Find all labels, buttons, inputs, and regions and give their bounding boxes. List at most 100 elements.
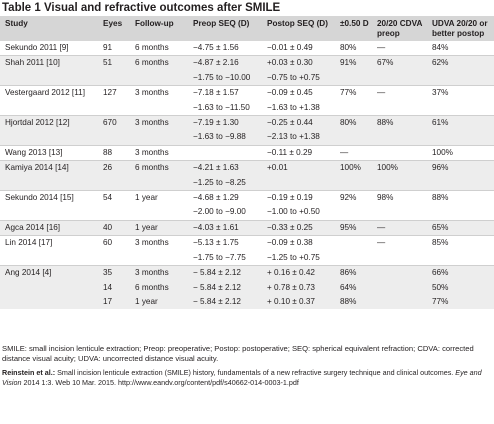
citation: Reinstein et al.: Small incision lenticu…: [2, 368, 492, 387]
table-cell: −4.87 ± 2.16: [193, 58, 239, 68]
table-row: −2.00 to −9.00 −1.00 to +0.50: [0, 205, 494, 221]
table-row: −1.63 to −11.50 −1.63 to +1.38: [0, 100, 494, 117]
table-row: −1.63 to −9.88 −2.13 to +1.38: [0, 130, 494, 146]
table-cell: −0.01 ± 0.49: [262, 41, 335, 57]
header-cell: Eyes: [103, 19, 123, 28]
table-cell: 1 year: [135, 296, 158, 306]
table-title: Table 1 Visual and refractive outcomes a…: [2, 2, 281, 14]
table-cell: 6 months: [130, 41, 188, 57]
table-cell: 51: [103, 58, 113, 68]
table-cell: 26: [103, 163, 113, 173]
table-row: Kamiya 2014 [14] 26 6 months −4.21 ± 1.63 +0…: [0, 160, 494, 176]
citation-details: 2014 1:3. Web 10 Mar. 2015. http://www.e…: [21, 377, 299, 387]
table-cell: Kamiya 2014 [14]: [5, 163, 69, 173]
table-cell: −0.19 ± 0.19: [267, 193, 313, 203]
table-cell: −4.75 ± 1.56: [188, 41, 262, 57]
table-cell: −0.75 to +0.75: [262, 70, 335, 87]
table-cell: —: [377, 238, 386, 248]
table-cell: −7.18 ± 1.57: [193, 88, 239, 98]
table-cell: 66%: [432, 268, 449, 278]
table-cell: Wang 2013 [13]: [0, 145, 98, 162]
table-cell: Ang 2014 [4]: [5, 268, 52, 278]
table-cell: −1.25 to −8.25: [188, 175, 262, 192]
table-cell: 65%: [427, 220, 494, 237]
table-cell: [98, 175, 130, 192]
table-cell: [427, 70, 494, 87]
table-cell: [0, 70, 98, 87]
table-cell: [130, 100, 188, 117]
table-cell: 95%: [335, 220, 372, 237]
table-row: −1.75 to −7.75 −1.25 to +0.75: [0, 250, 494, 267]
table-cell: −0.09 ± 0.45: [267, 88, 313, 98]
table-cell: 88%: [432, 193, 449, 203]
table-cell: —: [335, 145, 372, 162]
header-cell: Postop SEQ (D): [267, 19, 328, 28]
table-cell: −1.63 to −11.50: [188, 100, 262, 117]
table-cell: 84%: [427, 41, 494, 57]
table-cell: [0, 175, 98, 192]
table-cell: −0.11 ± 0.29: [262, 145, 335, 162]
table-cell: [372, 295, 427, 309]
table-cell: 91: [98, 41, 130, 57]
table-cell: [98, 100, 130, 117]
table-cell: [130, 250, 188, 267]
table-cell: [372, 281, 427, 295]
table-cell: 67%: [377, 58, 394, 68]
table-cell: [335, 70, 372, 87]
table-cell: −0.09 ± 0.38: [267, 238, 313, 248]
table-cell: [335, 250, 372, 267]
table-cell: −4.03 ± 1.61: [188, 220, 262, 237]
abbreviations-footnote: SMILE: small incision lenticule extracti…: [2, 344, 474, 364]
table-cell: —: [372, 41, 427, 57]
table-cell: [427, 130, 494, 146]
table-cell: [335, 130, 372, 146]
table-cell: 6 months: [135, 58, 169, 68]
table-cell: 127: [103, 88, 117, 98]
header-cell: 20/20 CDVA preop: [377, 19, 423, 38]
header-cell: Preop SEQ (D): [193, 19, 250, 28]
table-cell: −1.63 to −9.88: [188, 130, 262, 146]
header-row: Study Eyes Follow-up Preop SEQ (D) Posto…: [0, 16, 494, 41]
table-row: 17 1 year − 5.84 ± 2.12 + 0.10 ± 0.37 88% 77%: [0, 294, 494, 310]
table-cell: [130, 205, 188, 221]
table-cell: 670: [103, 118, 117, 128]
table-cell: [335, 100, 372, 117]
table-cell: 77%: [340, 88, 357, 98]
citation-title: Small incision lenticule extraction (SMI…: [55, 368, 454, 377]
table-cell: Agca 2014 [16]: [0, 220, 98, 237]
table-cell: Shah 2011 [10]: [5, 58, 60, 68]
table-cell: [0, 281, 98, 295]
table-cell: Sekundo 2011 [9]: [0, 41, 98, 57]
table-cell: −7.19 ± 1.30: [193, 118, 239, 128]
table-cell: [372, 205, 427, 221]
table-cell: 91%: [340, 58, 357, 68]
table-cell: [130, 130, 188, 146]
table-cell: 88: [98, 145, 130, 162]
table-cell: [372, 250, 427, 267]
table-cell: − 5.84 ± 2.12: [193, 282, 241, 292]
table-cell: 62%: [432, 58, 449, 68]
table-cell: [372, 130, 427, 146]
table-cell: [372, 70, 427, 87]
table-cell: 3 months: [135, 88, 169, 98]
table-cell: 64%: [340, 282, 357, 292]
table-cell: + 0.10 ± 0.37: [267, 296, 315, 306]
table-cell: 3 months: [135, 238, 169, 248]
table-cell: Sekundo 2014 [15]: [5, 193, 74, 203]
table-cell: −1.00 to +0.50: [262, 205, 335, 221]
table-cell: [372, 100, 427, 117]
table-cell: [427, 100, 494, 117]
table-cell: +0.01: [267, 163, 288, 173]
table-cell: [335, 236, 372, 251]
table-cell: 1 year: [135, 193, 158, 203]
table-row: Ang 2014 [4] 35 3 months − 5.84 ± 2.12 + 0.1…: [0, 265, 494, 281]
table-row: Sekundo 2014 [15] 54 1 year −4.68 ± 1.29 −0.…: [0, 191, 494, 206]
header-cell: ±0.50 D: [340, 19, 369, 28]
table-cell: [0, 205, 98, 221]
table-cell: 50%: [432, 282, 449, 292]
table-cell: 3 months: [135, 118, 169, 128]
table-cell: 3 months: [130, 145, 188, 162]
table-cell: −1.63 to +1.38: [262, 100, 335, 117]
table-cell: 80%: [340, 118, 357, 128]
table-cell: 92%: [340, 193, 357, 203]
